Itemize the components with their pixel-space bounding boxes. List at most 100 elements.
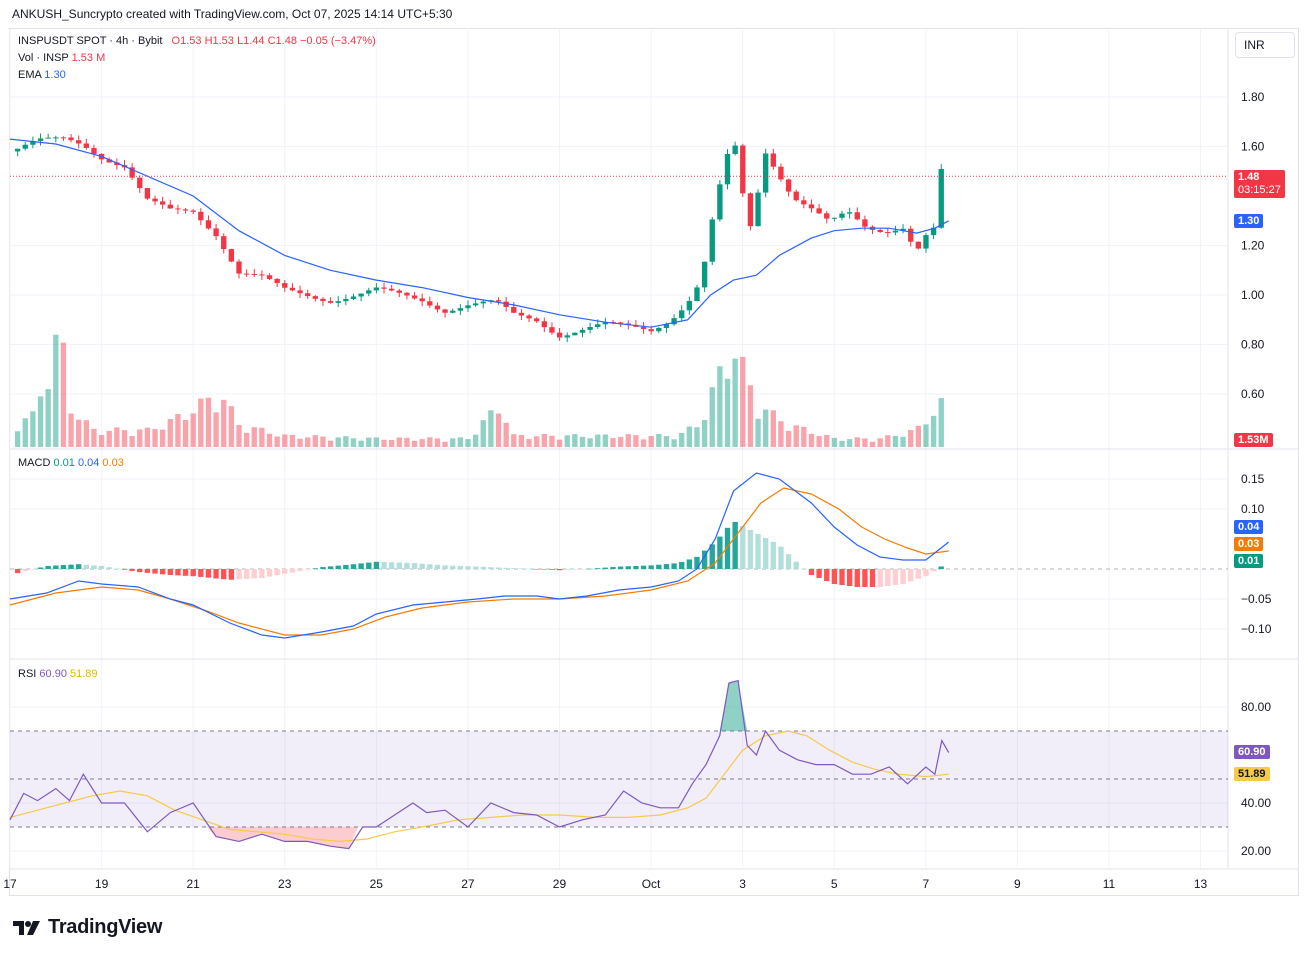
macd-hist-bar-36 — [289, 569, 296, 573]
volume-bar-85 — [663, 436, 670, 447]
macd-hist-value: 0.01 — [53, 457, 75, 469]
price-tick-0: 1.80 — [1241, 90, 1265, 104]
rsi-ma-value: 51.89 — [70, 668, 98, 680]
candle-body-97 — [755, 192, 761, 227]
brand[interactable]: TradingView — [12, 916, 162, 939]
rsi-label[interactable]: RSI — [18, 668, 37, 680]
candle-body-88 — [686, 300, 693, 311]
candle-body-37 — [297, 290, 303, 294]
candle-body-101 — [785, 179, 792, 192]
volume-bar-103 — [801, 426, 807, 447]
candle-body-111 — [862, 219, 868, 227]
candle-body-82 — [640, 326, 647, 330]
candle-body-107 — [831, 217, 838, 219]
macd-hist-bar-62 — [488, 567, 494, 569]
candle-body-86 — [671, 318, 677, 325]
macd-hist-bar-67 — [526, 568, 532, 570]
x-tick-5: 27 — [461, 877, 475, 891]
macd-hist-bar-82 — [640, 565, 647, 569]
currency-selector[interactable]: INR — [1235, 32, 1295, 58]
macd-hist-bar-89 — [694, 556, 700, 569]
macd-hist-bar-91 — [709, 544, 715, 569]
macd-hist-bar-87 — [679, 561, 685, 569]
macd-hist-bar-15 — [129, 569, 135, 572]
volume-bar-2 — [30, 411, 36, 447]
volume-bar-115 — [892, 435, 899, 447]
candle-body-91 — [709, 219, 715, 262]
candle-body-102 — [793, 191, 799, 201]
macd-signal-line — [9, 487, 949, 636]
candle-body-53 — [419, 298, 425, 302]
rsi-badge: 60.90 — [1234, 745, 1270, 759]
volume-bar-12 — [106, 430, 112, 447]
macd-hist-bar-79 — [617, 566, 624, 569]
volume-bar-9 — [83, 420, 90, 447]
ema-label[interactable]: EMA — [18, 69, 42, 81]
candle-body-49 — [388, 288, 395, 291]
volume-bar-30 — [243, 432, 250, 447]
symbol-label[interactable]: INSPUSDT SPOT · 4h · Bybit — [18, 35, 163, 47]
last-price-value: 1.48 — [1238, 171, 1260, 183]
volume-bar-50 — [396, 437, 402, 447]
macd-hist-bar-27 — [221, 569, 227, 580]
volume-bar-56 — [442, 441, 448, 447]
candle-body-71 — [556, 332, 563, 338]
macd-hist-bar-52 — [411, 563, 418, 569]
macd-hist-bar-49 — [388, 562, 395, 569]
volume-bar-114 — [885, 435, 891, 447]
candle-body-59 — [465, 305, 471, 309]
macd-hist-bar-43 — [343, 564, 349, 569]
volume-bar-87 — [679, 433, 685, 447]
macd-label[interactable]: MACD — [18, 457, 51, 469]
rsi-ma-badge: 51.89 — [1234, 767, 1270, 781]
macd-hist-bar-95 — [740, 525, 746, 569]
macd-hist-bar-96 — [747, 529, 754, 569]
volume-bar-93 — [724, 378, 731, 447]
candle-body-119 — [923, 235, 929, 249]
macd-line — [9, 472, 950, 639]
macd-hist-bar-94 — [732, 521, 738, 569]
volume-bar-86 — [671, 439, 677, 447]
macd-hist-bar-111 — [862, 569, 868, 587]
volume-bar-99 — [770, 410, 776, 447]
volume-bar-57 — [450, 438, 456, 447]
candle-body-22 — [182, 209, 189, 211]
macd-tick-1: 0.10 — [1241, 502, 1265, 516]
candle-body-90 — [701, 261, 708, 288]
macd-hist-bar-35 — [282, 569, 288, 574]
candle-body-104 — [808, 204, 815, 209]
candle-body-66 — [518, 312, 525, 316]
candle-body-63 — [495, 300, 502, 302]
volume-bar-40 — [320, 436, 326, 447]
candle-body-29 — [236, 261, 242, 274]
macd-hist-bar-66 — [518, 568, 525, 569]
macd-hist-bar-2 — [30, 569, 36, 570]
x-tick-12: 11 — [1103, 877, 1116, 891]
x-tick-7: Oct — [642, 877, 661, 891]
macd-pane — [9, 472, 1228, 639]
volume-bar-39 — [312, 435, 318, 447]
ema-value: 1.30 — [44, 69, 66, 81]
low-value: L1.44 — [236, 35, 265, 47]
candle-body-120 — [930, 227, 937, 236]
macd-hist-bar-11 — [98, 566, 105, 569]
candle-body-93 — [724, 153, 731, 185]
macd-hist-bar-85 — [663, 564, 670, 569]
macd-hist-bar-92 — [717, 536, 723, 569]
high-value: H1.53 — [204, 35, 234, 47]
macd-hist-bar-34 — [274, 569, 280, 576]
volume-bar-41 — [327, 440, 334, 447]
volume-bar-33 — [266, 433, 273, 447]
macd-hist-bar-98 — [763, 537, 769, 569]
pane-separators — [10, 30, 1298, 870]
volume-label[interactable]: Vol · INSP — [18, 52, 69, 64]
volume-bar-79 — [617, 437, 624, 447]
candle-body-31 — [251, 273, 257, 275]
volume-bar-11 — [98, 435, 105, 447]
macd-hist-bar-22 — [182, 569, 189, 576]
candle-body-61 — [480, 301, 486, 304]
macd-hist-bar-25 — [205, 569, 212, 578]
candle-body-32 — [259, 274, 265, 276]
macd-hist-bar-117 — [908, 569, 914, 582]
